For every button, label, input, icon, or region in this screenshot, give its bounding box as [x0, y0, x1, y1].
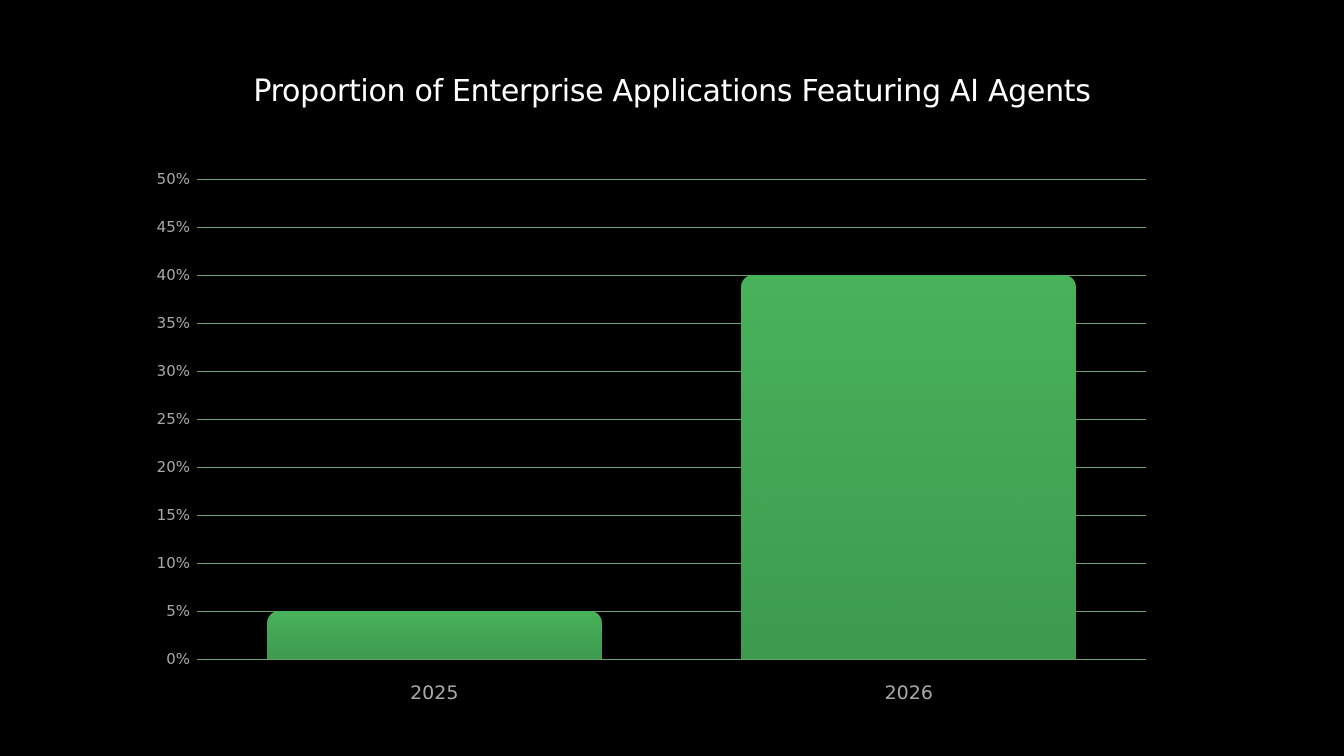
y-tick-label: 10% [156, 554, 190, 572]
gridline [197, 563, 1146, 564]
y-tick-label: 45% [156, 218, 190, 236]
y-tick-label: 40% [156, 266, 190, 284]
y-tick-label: 25% [156, 410, 190, 428]
gridline [197, 659, 1146, 660]
y-tick-label: 0% [166, 650, 190, 668]
gridline [197, 179, 1146, 180]
gridline [197, 419, 1146, 420]
gridline [197, 371, 1146, 372]
bar-2026[interactable] [741, 275, 1077, 659]
x-tick-label: 2025 [410, 682, 459, 704]
y-tick-label: 5% [166, 602, 190, 620]
bar-2025[interactable] [266, 611, 602, 659]
y-tick-label: 35% [156, 314, 190, 332]
x-tick-label: 2026 [884, 682, 933, 704]
gridline [197, 515, 1146, 516]
y-tick-label: 15% [156, 506, 190, 524]
y-tick-label: 50% [156, 170, 190, 188]
gridline [197, 611, 1146, 612]
y-tick-label: 30% [156, 362, 190, 380]
plot-area [197, 179, 1146, 660]
chart-title: Proportion of Enterprise Applications Fe… [253, 74, 1091, 109]
gridline [197, 275, 1146, 276]
gridline [197, 323, 1146, 324]
gridline [197, 467, 1146, 468]
y-tick-label: 20% [156, 458, 190, 476]
gridline [197, 227, 1146, 228]
